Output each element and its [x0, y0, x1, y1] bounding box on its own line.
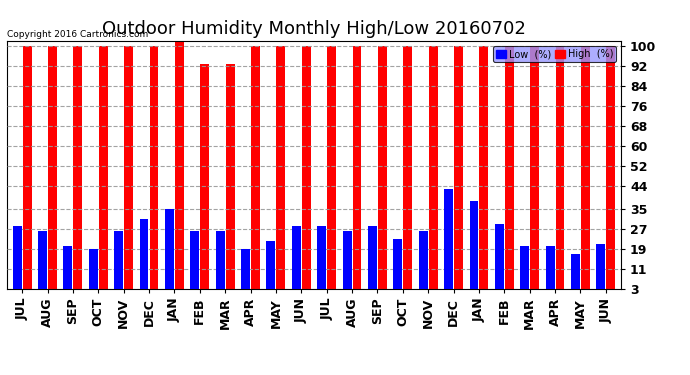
Bar: [419, 231, 428, 289]
Bar: [505, 46, 513, 289]
Bar: [63, 246, 72, 289]
Bar: [277, 46, 285, 289]
Bar: [115, 231, 123, 289]
Bar: [216, 231, 225, 289]
Bar: [302, 46, 310, 289]
Bar: [99, 46, 108, 289]
Bar: [175, 39, 184, 289]
Bar: [480, 46, 489, 289]
Title: Outdoor Humidity Monthly High/Low 20160702: Outdoor Humidity Monthly High/Low 201607…: [102, 20, 526, 38]
Bar: [317, 226, 326, 289]
Legend: Low  (%), High  (%): Low (%), High (%): [493, 46, 616, 62]
Bar: [38, 231, 47, 289]
Bar: [89, 249, 98, 289]
Bar: [139, 219, 148, 289]
Bar: [520, 246, 529, 289]
Bar: [48, 46, 57, 289]
Bar: [124, 46, 133, 289]
Bar: [241, 249, 250, 289]
Bar: [393, 239, 402, 289]
Bar: [200, 64, 209, 289]
Text: Copyright 2016 Cartronics.com: Copyright 2016 Cartronics.com: [7, 30, 148, 39]
Bar: [378, 46, 387, 289]
Bar: [343, 231, 351, 289]
Bar: [596, 244, 605, 289]
Bar: [12, 226, 21, 289]
Bar: [150, 46, 159, 289]
Bar: [454, 46, 463, 289]
Bar: [495, 224, 504, 289]
Bar: [251, 46, 260, 289]
Bar: [403, 46, 412, 289]
Bar: [607, 46, 615, 289]
Bar: [428, 46, 437, 289]
Bar: [444, 189, 453, 289]
Bar: [292, 226, 301, 289]
Bar: [368, 226, 377, 289]
Bar: [266, 241, 275, 289]
Bar: [469, 201, 478, 289]
Bar: [530, 46, 539, 289]
Bar: [353, 46, 362, 289]
Bar: [581, 46, 590, 289]
Bar: [73, 46, 82, 289]
Bar: [327, 46, 336, 289]
Bar: [23, 46, 32, 289]
Bar: [190, 231, 199, 289]
Bar: [165, 209, 174, 289]
Bar: [226, 64, 235, 289]
Bar: [571, 254, 580, 289]
Bar: [546, 246, 555, 289]
Bar: [555, 46, 564, 289]
